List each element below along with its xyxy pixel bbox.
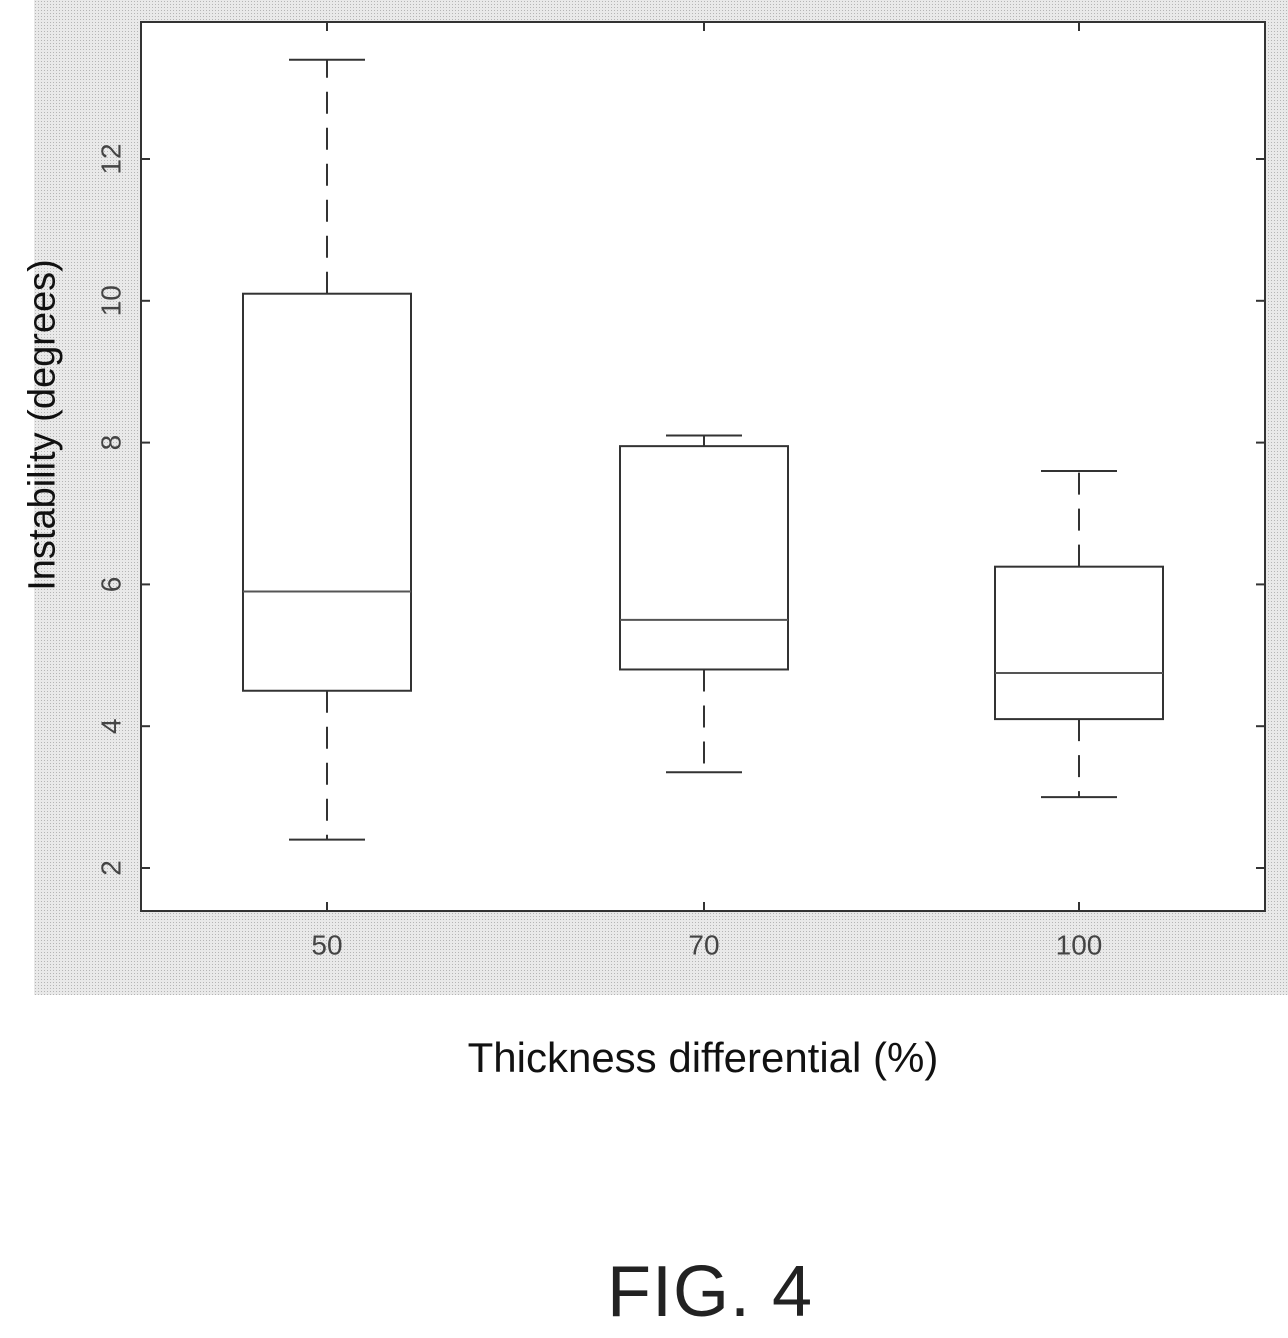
figure-caption: FIG. 4	[606, 1252, 814, 1332]
x-tick-label: 50	[311, 929, 342, 960]
y-tick-label: 10	[95, 285, 126, 316]
y-axis-label: Instability (degrees)	[21, 259, 64, 591]
y-tick-label: 12	[95, 143, 126, 174]
x-axis-label: Thickness differential (%)	[467, 1034, 939, 1081]
y-tick-label: 8	[95, 435, 126, 451]
box-iqr	[619, 445, 789, 671]
x-tick-label: 100	[1056, 929, 1103, 960]
box-iqr	[242, 292, 412, 692]
box-iqr	[994, 565, 1164, 721]
y-tick-label: 4	[95, 718, 126, 734]
y-tick-label: 2	[95, 860, 126, 876]
y-tick-label: 6	[95, 577, 126, 593]
x-tick-label: 70	[688, 929, 719, 960]
